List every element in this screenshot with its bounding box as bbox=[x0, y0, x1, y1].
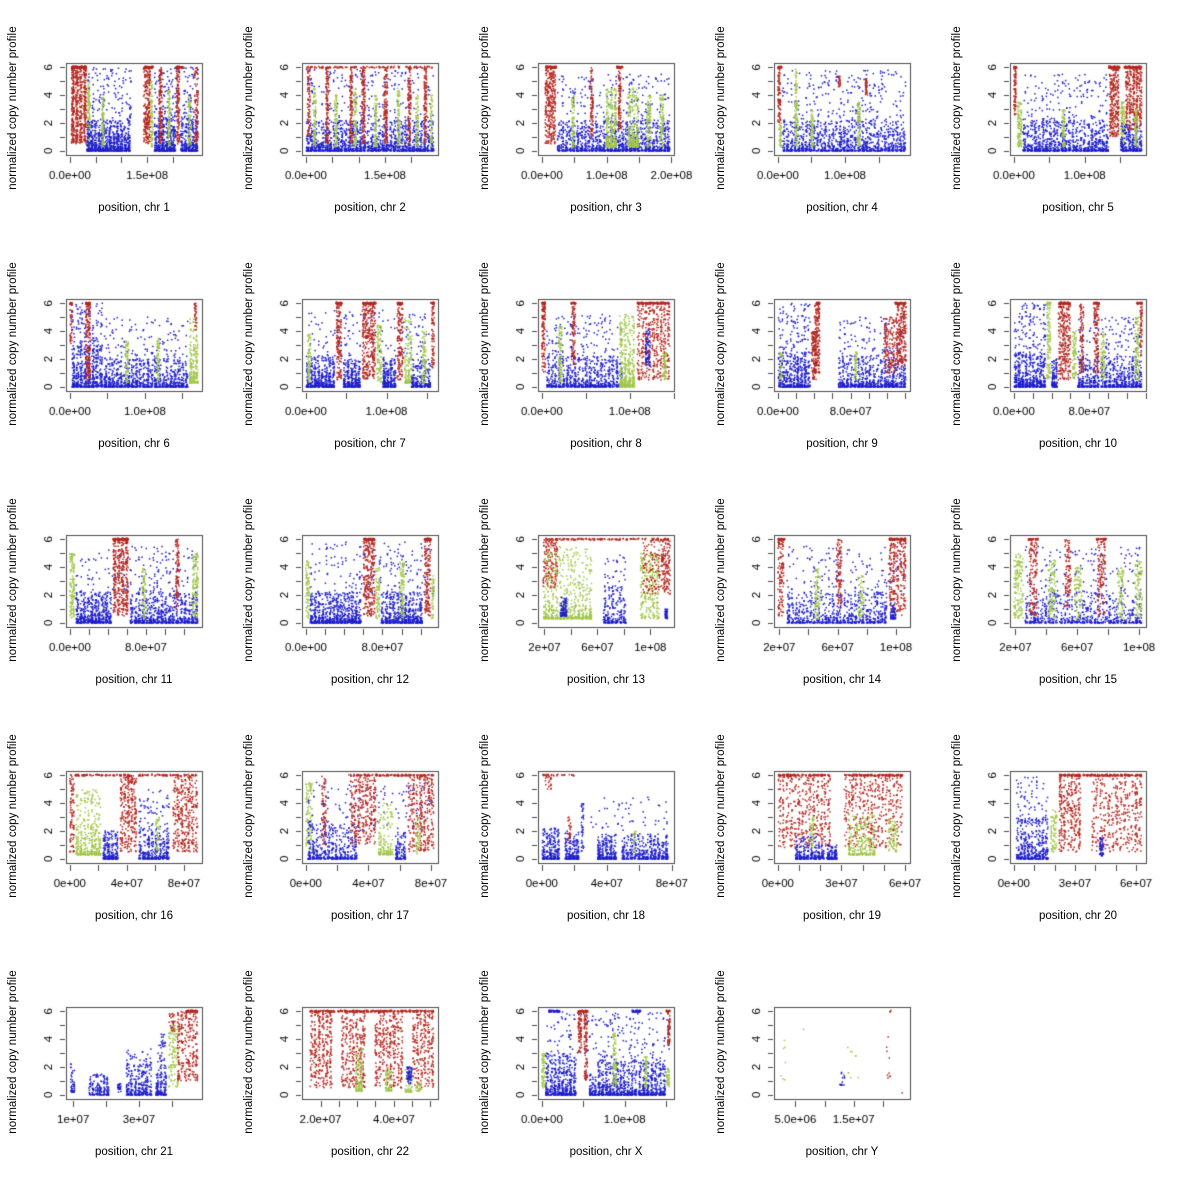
x-axis-label: position, chr 3 bbox=[570, 202, 642, 214]
x-axis-label: position, chr Y bbox=[805, 1146, 879, 1158]
chart-panel-chr-11: normalized copy number profile position,… bbox=[0, 472, 236, 708]
scatter-canvas-chr-13 bbox=[472, 472, 708, 708]
scatter-canvas-chr-10 bbox=[944, 236, 1180, 472]
scatter-canvas-chr-9 bbox=[708, 236, 944, 472]
x-axis-label: position, chr 10 bbox=[1039, 438, 1117, 450]
x-axis-label: position, chr 22 bbox=[331, 1146, 409, 1158]
chart-panel-chr-12: normalized copy number profile position,… bbox=[236, 472, 472, 708]
x-axis-label: position, chr 12 bbox=[331, 674, 409, 686]
chart-panel-chr-7: normalized copy number profile position,… bbox=[236, 236, 472, 472]
scatter-canvas-chr-2 bbox=[236, 0, 472, 236]
chart-panel-chr-15: normalized copy number profile position,… bbox=[944, 472, 1180, 708]
chart-panel-chr-2: normalized copy number profile position,… bbox=[236, 0, 472, 236]
scatter-canvas-chr-18 bbox=[472, 708, 708, 944]
x-axis-label: position, chr 5 bbox=[1042, 202, 1114, 214]
x-axis-label: position, chr 2 bbox=[334, 202, 406, 214]
x-axis-label: position, chr 4 bbox=[806, 202, 878, 214]
chart-panel-chr-4: normalized copy number profile position,… bbox=[708, 0, 944, 236]
x-axis-label: position, chr 16 bbox=[95, 910, 173, 922]
chart-panel-chr-Y: normalized copy number profile position,… bbox=[708, 944, 944, 1180]
x-axis-label: position, chr 18 bbox=[567, 910, 645, 922]
scatter-canvas-chr-20 bbox=[944, 708, 1180, 944]
scatter-canvas-chr-17 bbox=[236, 708, 472, 944]
chart-panel-chr-1: normalized copy number profile position,… bbox=[0, 0, 236, 236]
chart-panel-chr-6: normalized copy number profile position,… bbox=[0, 236, 236, 472]
scatter-canvas-chr-3 bbox=[472, 0, 708, 236]
x-axis-label: position, chr 15 bbox=[1039, 674, 1117, 686]
scatter-canvas-chr-4 bbox=[708, 0, 944, 236]
scatter-canvas-chr-7 bbox=[236, 236, 472, 472]
chart-panel-chr-3: normalized copy number profile position,… bbox=[472, 0, 708, 236]
chart-panel-chr-19: normalized copy number profile position,… bbox=[708, 708, 944, 944]
chart-panel-chr-18: normalized copy number profile position,… bbox=[472, 708, 708, 944]
scatter-canvas-chr-22 bbox=[236, 944, 472, 1180]
x-axis-label: position, chr 17 bbox=[331, 910, 409, 922]
scatter-canvas-chr-21 bbox=[0, 944, 236, 1180]
chart-panel-chr-5: normalized copy number profile position,… bbox=[944, 0, 1180, 236]
scatter-canvas-chr-X bbox=[472, 944, 708, 1180]
scatter-canvas-chr-5 bbox=[944, 0, 1180, 236]
x-axis-label: position, chr 13 bbox=[567, 674, 645, 686]
chart-panel-chr-9: normalized copy number profile position,… bbox=[708, 236, 944, 472]
scatter-canvas-chr-11 bbox=[0, 472, 236, 708]
x-axis-label: position, chr 6 bbox=[98, 438, 170, 450]
scatter-canvas-chr-16 bbox=[0, 708, 236, 944]
scatter-canvas-chr-19 bbox=[708, 708, 944, 944]
chart-panel-chr-16: normalized copy number profile position,… bbox=[0, 708, 236, 944]
x-axis-label: position, chr 11 bbox=[95, 674, 173, 686]
scatter-canvas-chr-8 bbox=[472, 236, 708, 472]
scatter-canvas-chr-12 bbox=[236, 472, 472, 708]
chart-panel-chr-13: normalized copy number profile position,… bbox=[472, 472, 708, 708]
x-axis-label: position, chr 19 bbox=[803, 910, 881, 922]
chart-panel-chr-21: normalized copy number profile position,… bbox=[0, 944, 236, 1180]
x-axis-label: position, chr 20 bbox=[1039, 910, 1117, 922]
x-axis-label: position, chr 21 bbox=[95, 1146, 173, 1158]
x-axis-label: position, chr 14 bbox=[803, 674, 881, 686]
x-axis-label: position, chr X bbox=[569, 1146, 643, 1158]
chart-panel-chr-17: normalized copy number profile position,… bbox=[236, 708, 472, 944]
x-axis-label: position, chr 7 bbox=[334, 438, 406, 450]
chart-panel-chr-10: normalized copy number profile position,… bbox=[944, 236, 1180, 472]
scatter-canvas-chr-1 bbox=[0, 0, 236, 236]
chart-panel-chr-20: normalized copy number profile position,… bbox=[944, 708, 1180, 944]
chart-panel-chr-X: normalized copy number profile position,… bbox=[472, 944, 708, 1180]
x-axis-label: position, chr 9 bbox=[806, 438, 878, 450]
chart-panel-chr-22: normalized copy number profile position,… bbox=[236, 944, 472, 1180]
scatter-canvas-chr-15 bbox=[944, 472, 1180, 708]
scatter-canvas-chr-14 bbox=[708, 472, 944, 708]
chart-panel-chr-14: normalized copy number profile position,… bbox=[708, 472, 944, 708]
scatter-canvas-chr-Y bbox=[708, 944, 944, 1180]
scatter-canvas-chr-6 bbox=[0, 236, 236, 472]
x-axis-label: position, chr 1 bbox=[98, 202, 170, 214]
chart-panel-chr-8: normalized copy number profile position,… bbox=[472, 236, 708, 472]
x-axis-label: position, chr 8 bbox=[570, 438, 642, 450]
